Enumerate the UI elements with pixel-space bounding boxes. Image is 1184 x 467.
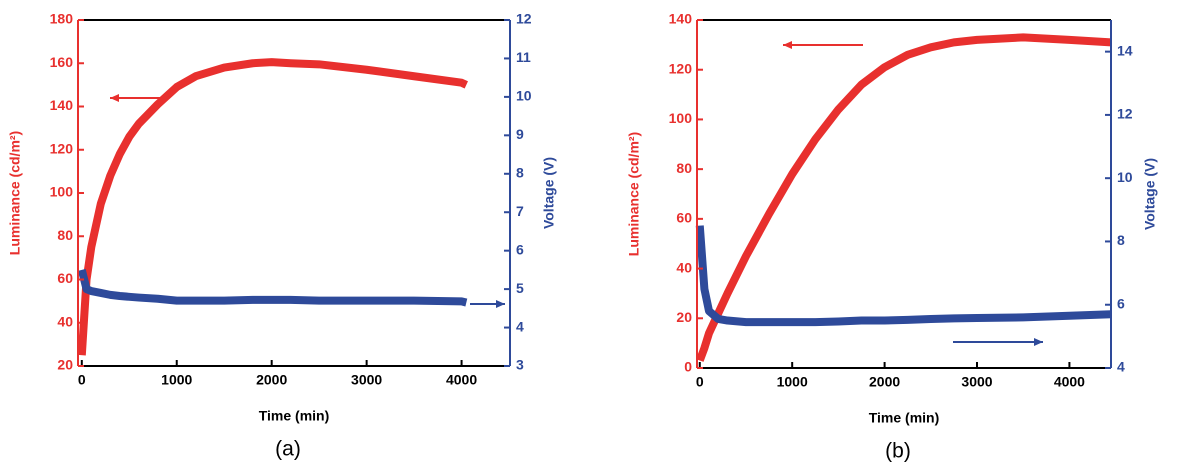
arrow-head xyxy=(1034,338,1043,346)
y-tick-label: 80 xyxy=(676,160,692,176)
y-axis-label: Luminance (cd/m²) xyxy=(7,131,23,255)
y2-tick-label: 7 xyxy=(516,203,524,219)
y-tick-label: 80 xyxy=(57,227,73,243)
y-tick-label: 120 xyxy=(50,140,74,156)
y2-tick-label: 4 xyxy=(1117,359,1125,375)
data-line xyxy=(696,33,1112,362)
x-tick-label: 3000 xyxy=(351,372,382,388)
x-tick-label: 2000 xyxy=(256,372,287,388)
data-line xyxy=(77,268,468,307)
x-tick-label: 4000 xyxy=(1054,374,1085,390)
y-tick-label: 40 xyxy=(676,259,692,275)
y-tick-label: 180 xyxy=(50,11,74,27)
y2-axis-label: Voltage (V) xyxy=(541,157,557,229)
y2-tick-label: 3 xyxy=(516,357,524,373)
x-tick-label: 1000 xyxy=(777,374,808,390)
y2-axis-label: Voltage (V) xyxy=(1142,158,1158,230)
y-tick-label: 100 xyxy=(669,110,693,126)
y2-tick-label: 14 xyxy=(1117,42,1133,58)
x-tick-label: 1000 xyxy=(161,372,192,388)
x-tick-label: 0 xyxy=(78,372,86,388)
y2-tick-label: 10 xyxy=(1117,169,1133,185)
arrow-head xyxy=(496,300,505,308)
x-tick-label: 3000 xyxy=(961,374,992,390)
y-tick-label: 60 xyxy=(57,270,73,286)
y-tick-label: 120 xyxy=(669,60,693,76)
arrow-head xyxy=(110,94,119,102)
data-line xyxy=(77,58,468,356)
x-axis-label: Time (min) xyxy=(869,410,940,426)
x-tick-label: 0 xyxy=(696,374,704,390)
panel-label: (a) xyxy=(275,438,301,461)
x-tick-label: 2000 xyxy=(869,374,900,390)
y-tick-label: 160 xyxy=(50,54,74,70)
data-line xyxy=(695,225,1112,327)
y2-tick-label: 8 xyxy=(516,164,524,180)
y-tick-label: 20 xyxy=(57,357,73,373)
arrow-head xyxy=(783,41,792,49)
y-tick-label: 20 xyxy=(676,309,692,325)
y2-tick-label: 6 xyxy=(1117,295,1125,311)
y2-tick-label: 12 xyxy=(1117,106,1133,122)
y-tick-label: 0 xyxy=(684,359,692,375)
panel-label: (b) xyxy=(885,440,911,463)
y-axis-label: Luminance (cd/m²) xyxy=(626,132,642,256)
y-tick-label: 60 xyxy=(676,210,692,226)
y2-tick-label: 10 xyxy=(516,88,532,104)
y2-tick-label: 5 xyxy=(516,280,524,296)
y2-tick-label: 9 xyxy=(516,126,524,142)
y2-tick-label: 8 xyxy=(1117,232,1125,248)
y2-tick-label: 11 xyxy=(516,49,531,65)
y-tick-label: 140 xyxy=(50,97,74,113)
y2-tick-label: 6 xyxy=(516,241,524,257)
x-axis-label: Time (min) xyxy=(259,408,330,424)
y-tick-label: 100 xyxy=(50,184,74,200)
y2-tick-label: 12 xyxy=(516,11,532,27)
y-tick-label: 40 xyxy=(57,313,73,329)
x-tick-label: 4000 xyxy=(446,372,477,388)
y-tick-label: 140 xyxy=(669,11,693,27)
y2-tick-label: 4 xyxy=(516,318,524,334)
